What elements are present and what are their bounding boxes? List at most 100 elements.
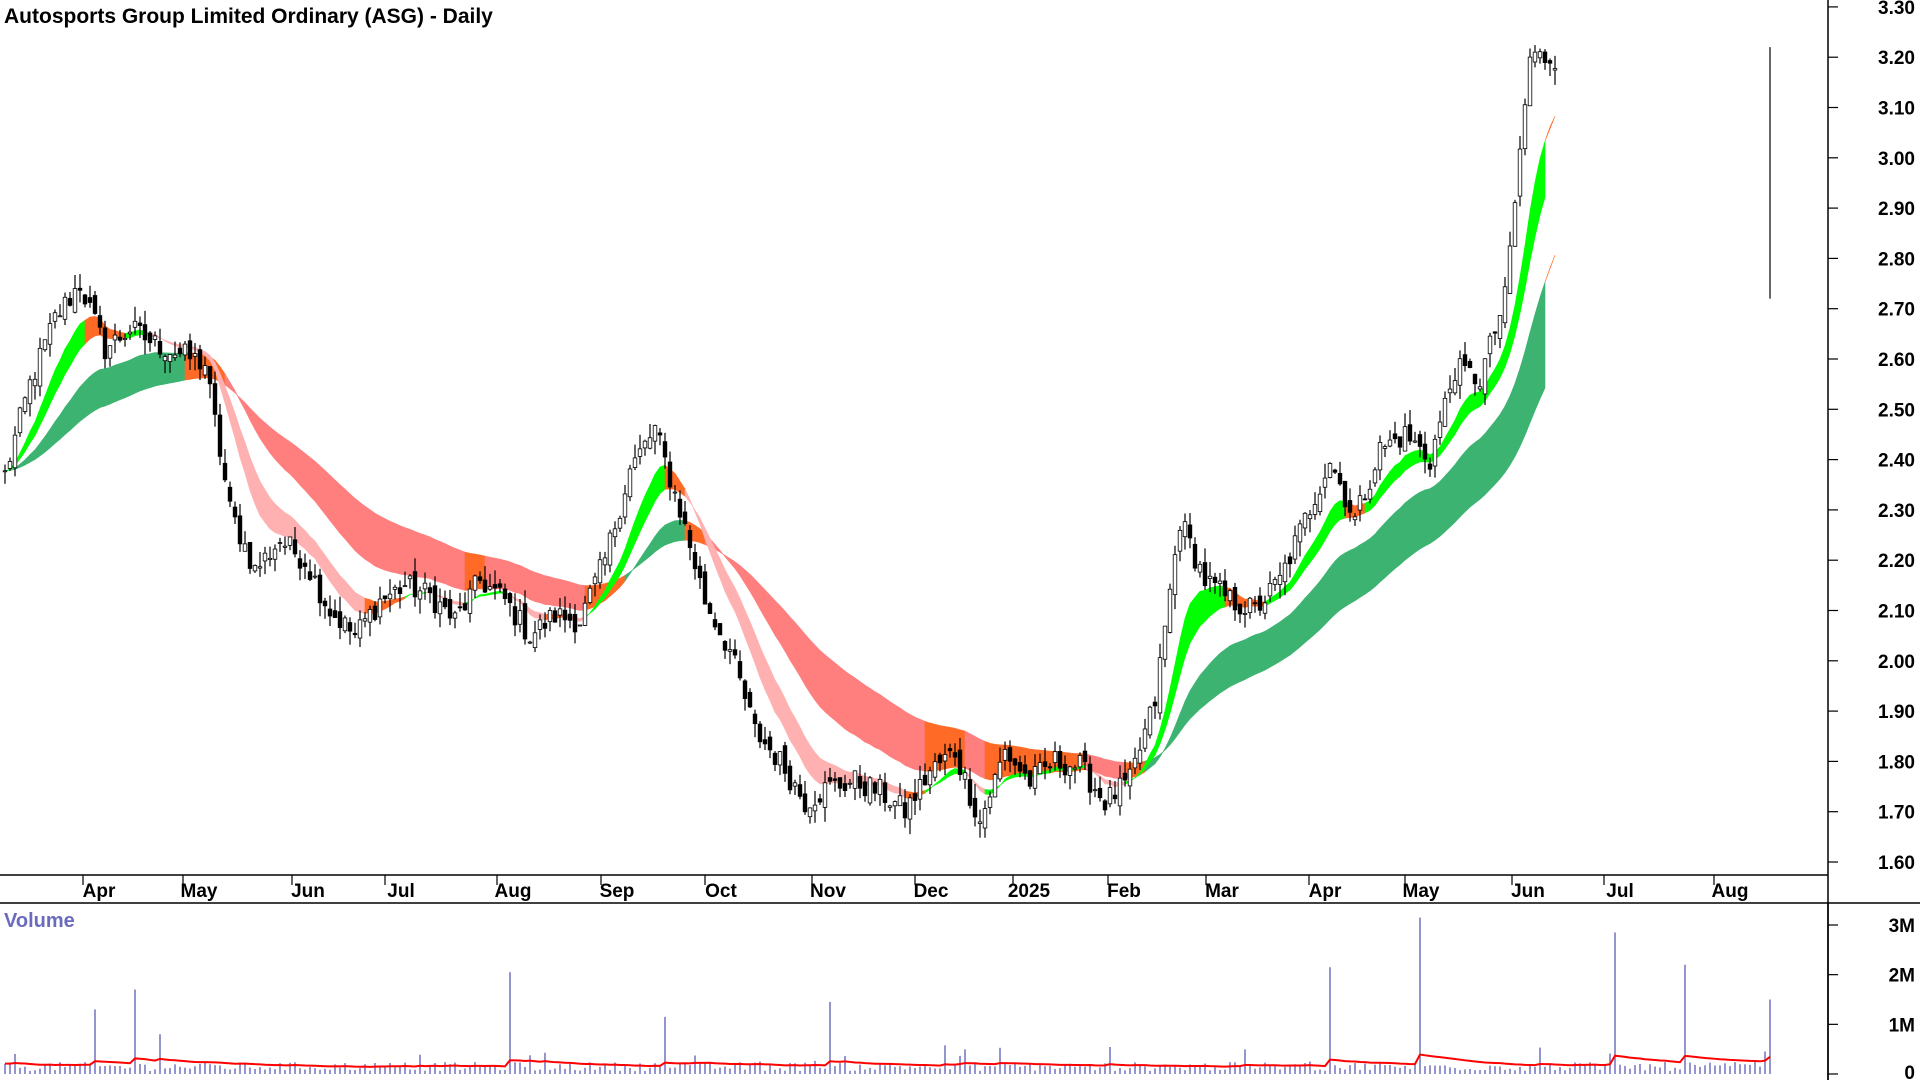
candle-body [1032,766,1038,789]
date-tick-label: Mar [1205,881,1239,902]
candle-body [1337,473,1343,485]
candle-body [872,782,878,794]
candle-body [147,332,153,344]
candle-body [492,584,498,589]
candle-body [457,606,463,609]
price-tick-label: 2.90 [1878,199,1915,220]
date-tick-label: Jul [387,881,414,902]
price-tick-label: 2.70 [1878,300,1915,321]
candle-body [467,588,473,614]
candle-body [542,622,548,629]
candle-body [847,782,853,785]
long-ma-band-segment [904,710,926,772]
candle-body [782,745,788,774]
price-tick-label: 3.00 [1878,149,1915,170]
candle-body [1292,535,1298,560]
candle-body [227,486,233,502]
candle-body [1402,426,1408,452]
candle-body [957,749,963,775]
candle-body [182,343,188,356]
volume-tick-label: 2M [1889,966,1915,987]
candle-body [1272,579,1278,585]
price-tick-label: 2.60 [1878,350,1915,371]
candle-body [902,802,908,819]
candle-body [1047,766,1053,769]
candle-body [1177,529,1183,552]
candle-body [47,323,53,345]
price-tick-label: 2.50 [1878,400,1915,421]
candle-body [592,576,598,585]
volume-tick-label: 3M [1889,916,1915,937]
candle-body [1472,373,1478,385]
candle-body [1447,388,1453,394]
candle-body [32,378,38,387]
candle-body [1062,763,1068,776]
candle-body [1087,763,1093,793]
candle-body [532,632,538,649]
long-ma-band-segment [1104,758,1126,779]
candle-body [1412,440,1418,443]
price-tick-label: 3.30 [1878,0,1915,19]
candle-body [2,470,8,473]
candle-body [42,339,48,351]
candle-body [1052,751,1058,763]
candle-body [1427,463,1433,470]
candle-body [832,778,838,781]
candle-body [922,774,928,786]
volume-tick-label: 0 [1904,1063,1915,1080]
candle-body [1192,543,1198,569]
volume-tick-label: 1M [1889,1015,1915,1036]
candle-body [357,619,363,639]
candle-body [1167,588,1173,633]
candle-body [1367,488,1373,500]
date-tick-label: Aug [495,881,532,902]
candle-body [497,583,503,588]
candle-body [752,713,758,725]
candle-body [862,781,868,797]
candle-body [1327,463,1333,478]
candle-body [162,356,168,362]
candle-body [962,772,968,780]
candle-body [1407,424,1413,442]
candle-body [992,774,998,798]
candle-body [1522,104,1528,150]
candle-body [1467,361,1473,368]
candle-body [142,324,148,341]
candle-body [1377,442,1383,471]
candle-body [172,354,178,358]
candle-body [487,586,493,590]
price-candles [2,45,1771,838]
long-ma-band-segment [144,352,166,390]
candle-body [1182,521,1188,538]
price-tick-label: 2.30 [1878,501,1915,522]
candle-body [1362,498,1368,501]
candle-body [1422,443,1428,460]
candle-body [482,579,488,593]
candle-body [1437,421,1443,438]
candle-body [262,552,268,562]
candle-body [877,779,883,795]
candle-body [317,574,323,604]
candle-body [842,783,848,792]
candle-body [422,582,428,590]
candle-body [1542,51,1548,63]
candle-body [52,312,58,322]
date-tick-label: Feb [1107,881,1141,902]
candle-body [1197,563,1203,573]
candle-body [997,761,1003,780]
candle-body [1317,493,1323,513]
candle-body [102,327,108,360]
date-tick-label: Apr [1309,881,1342,902]
candle-body [1222,580,1228,597]
candle-body [1187,524,1193,539]
candle-body [1497,315,1503,339]
candle-body [807,807,813,818]
candle-body [157,340,163,355]
candle-body [1302,512,1308,529]
candle-body [447,599,453,619]
candle-body [632,457,638,468]
candle-body [712,619,718,628]
candle-body [137,322,143,326]
candle-body [637,448,643,457]
